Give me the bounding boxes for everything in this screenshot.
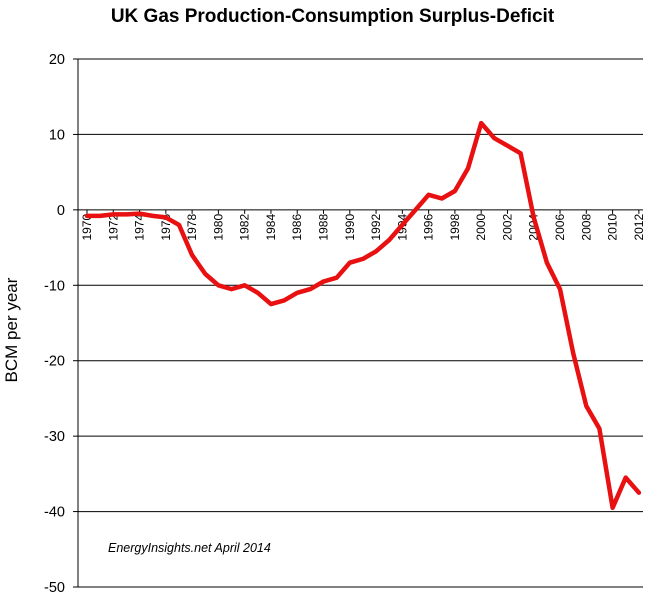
x-tick-label: 1972 — [106, 214, 120, 241]
x-tick-label: 1996 — [422, 214, 436, 241]
x-tick-label: 2002 — [500, 214, 514, 241]
x-tick-label: 1998 — [448, 214, 462, 241]
y-tick-label: 20 — [49, 52, 65, 68]
x-tick-label: 2010 — [606, 214, 620, 241]
y-tick-label: -10 — [44, 278, 65, 294]
x-tick-label: 1984 — [264, 214, 278, 241]
x-tick-label: 1988 — [317, 214, 331, 241]
y-tick-label: -40 — [44, 505, 65, 521]
chart-title: UK Gas Production-Consumption Surplus-De… — [110, 6, 555, 27]
x-tick-label: 2006 — [553, 214, 567, 241]
x-tick-label: 2008 — [579, 214, 593, 241]
y-tick-label: 0 — [57, 203, 65, 219]
x-tick-label: 1980 — [211, 214, 225, 241]
x-tick-label: 2012 — [632, 214, 646, 241]
y-tick-label: 10 — [49, 127, 65, 143]
source-annotation: EnergyInsights.net April 2014 — [108, 541, 271, 555]
y-tick-label: -30 — [44, 429, 65, 445]
y-tick-label: -50 — [44, 580, 65, 596]
x-tick-label: 1978 — [185, 214, 199, 241]
x-tick-label: 1970 — [80, 214, 94, 241]
x-tick-label: 1992 — [369, 214, 383, 241]
y-tick-label: -20 — [44, 354, 65, 370]
x-tick-label: 1974 — [133, 214, 147, 241]
x-tick-label: 1986 — [290, 214, 304, 241]
x-tick-label: 1990 — [343, 214, 357, 241]
x-tick-label: 1982 — [238, 214, 252, 241]
series-line — [84, 120, 642, 511]
x-tick-label: 2000 — [474, 214, 488, 241]
